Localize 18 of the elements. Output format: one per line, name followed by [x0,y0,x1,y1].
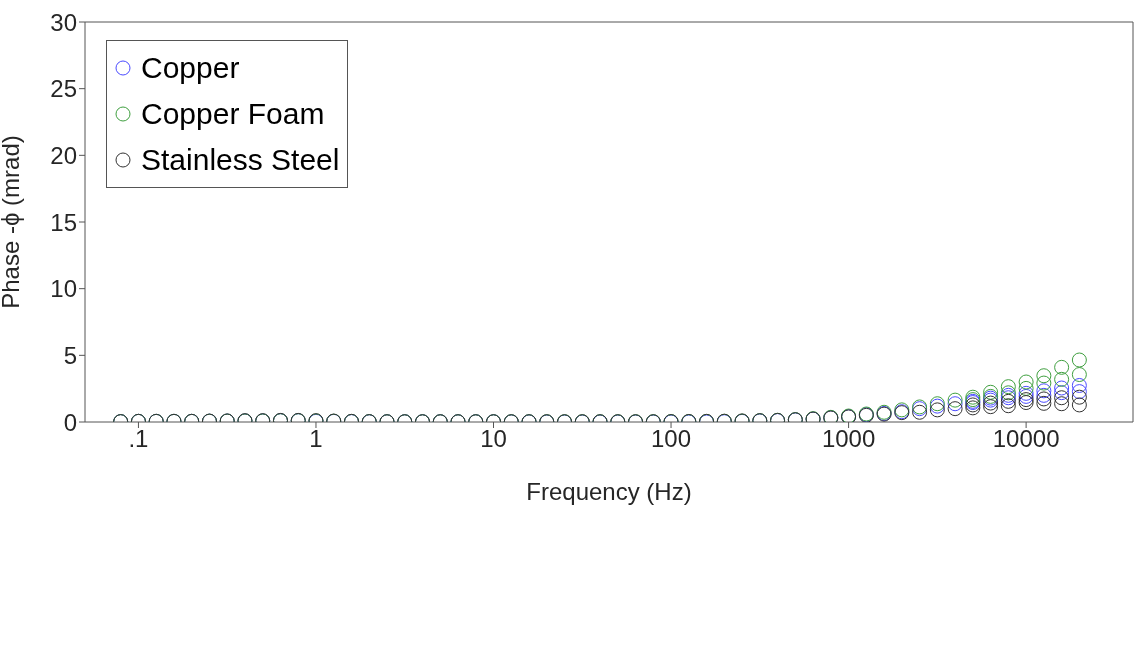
y-axis-title: Phase -ϕ (mrad) [0,135,24,309]
y-tick-label: 30 [50,8,77,36]
legend-label: Copper Foam [141,96,325,132]
legend-label: Copper [141,50,240,86]
x-tick-label: 10 [480,425,507,453]
y-tick-label: 0 [63,408,77,436]
y-tick-label: 10 [50,275,77,303]
y-tick-label: 5 [63,341,77,369]
y-tick-label: 15 [50,208,77,236]
y-tick-label: 25 [50,75,77,103]
x-axis-title: Frequency (Hz) [526,478,692,505]
x-tick-label: .1 [128,425,149,453]
x-tick-label: 100 [651,425,692,453]
legend-label: Stainless Steel [141,142,340,178]
x-tick-label: 1 [309,425,323,453]
y-tick-label: 20 [50,141,77,169]
x-tick-label: 10000 [992,425,1060,453]
x-tick-label: 1000 [821,425,876,453]
